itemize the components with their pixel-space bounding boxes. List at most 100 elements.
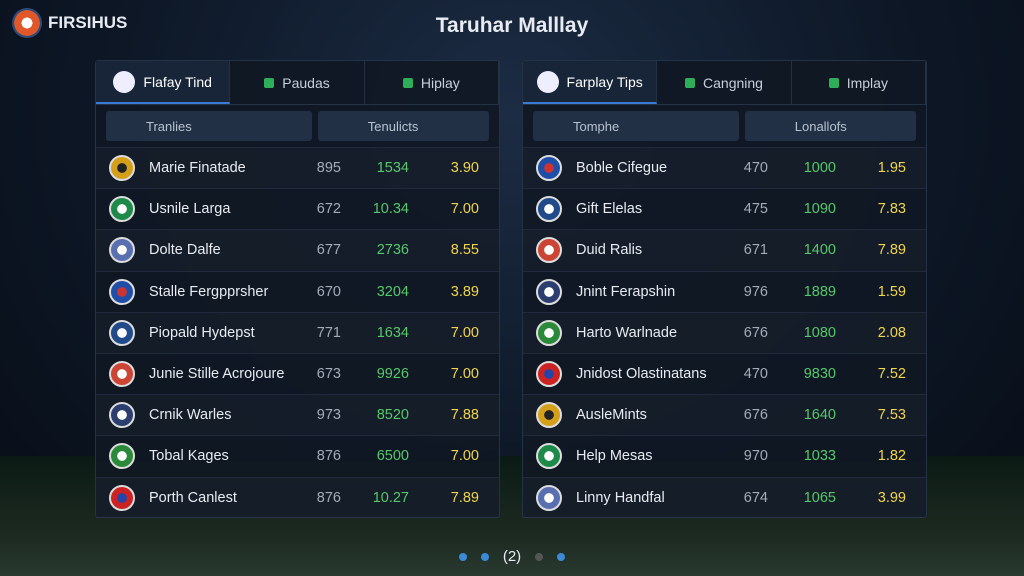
- team-name: AusleMints: [576, 407, 647, 424]
- filter-button[interactable]: Lonallofs: [744, 111, 916, 141]
- table-row[interactable]: Harto Warlnade 676 1080 2.08: [523, 311, 926, 353]
- table-row[interactable]: Marie Finatade 895 1534 3.90: [96, 147, 499, 188]
- odds-value[interactable]: 7.89: [450, 489, 479, 506]
- team-icon: [109, 237, 135, 264]
- panel: Flafay Tind Paudas Hiplay Tranlies Tenulicts…: [95, 60, 500, 518]
- tab-icon: [536, 70, 559, 93]
- search-box[interactable]: Tranlies: [106, 111, 312, 141]
- team-name: Jnint Ferapshin: [576, 283, 676, 300]
- odds-value[interactable]: 3.99: [877, 489, 906, 506]
- tab-icon: [113, 70, 136, 93]
- odds-value[interactable]: 7.00: [450, 366, 479, 383]
- table-row[interactable]: Crnik Warles 973 8520 7.88: [96, 394, 499, 435]
- page-dot[interactable]: [557, 552, 566, 561]
- table-row[interactable]: Jnidost Olastinatans 470 9830 7.52: [523, 352, 926, 394]
- team-icon: [109, 443, 135, 470]
- team-icon: [536, 278, 562, 305]
- tab-bar: Flafay Tind Paudas Hiplay: [96, 61, 499, 105]
- odds-value[interactable]: 7.88: [450, 407, 479, 424]
- odds-value[interactable]: 3.89: [450, 283, 479, 300]
- odds-value[interactable]: 1.95: [877, 160, 906, 177]
- odds-value[interactable]: 7.83: [877, 201, 906, 218]
- table-row[interactable]: Gift Elelas 475 1090 7.83: [523, 188, 926, 229]
- filter-button[interactable]: Tenulicts: [317, 111, 489, 141]
- stat-value: 973: [316, 407, 341, 424]
- team-icon: [536, 237, 562, 264]
- team-name: Duid Ralis: [576, 242, 643, 259]
- odds-value[interactable]: 1.82: [877, 448, 906, 465]
- tab[interactable]: Farplay Tips: [523, 61, 658, 104]
- table-row[interactable]: Stalle Fergpprsher 670 3204 3.89: [96, 270, 499, 312]
- odds-value[interactable]: 7.00: [450, 324, 479, 341]
- stat-value: 475: [743, 201, 768, 218]
- odds-value[interactable]: 3.90: [450, 160, 479, 177]
- team-name: Usnile Larga: [149, 201, 231, 218]
- tab[interactable]: Cangning: [657, 61, 792, 104]
- stat-value: 6500: [376, 448, 409, 465]
- stat-value: 671: [743, 242, 768, 259]
- table-row[interactable]: Duid Ralis 671 1400 7.89: [523, 229, 926, 270]
- odds-value[interactable]: 7.00: [450, 448, 479, 465]
- table-row[interactable]: Help Mesas 970 1033 1.82: [523, 435, 926, 476]
- stat-value: 771: [316, 324, 341, 341]
- table-row[interactable]: Dolte Dalfe 677 2736 8.55: [96, 229, 499, 270]
- team-icon: [109, 484, 135, 511]
- table-row[interactable]: Linny Handfal 674 1065 3.99: [523, 476, 926, 518]
- team-icon: [109, 196, 135, 223]
- odds-value[interactable]: 7.89: [877, 242, 906, 259]
- team-name: Porth Canlest: [149, 489, 237, 506]
- team-icon: [536, 319, 562, 346]
- team-icon: [109, 402, 135, 429]
- stat-value: 1640: [803, 407, 836, 424]
- odds-value[interactable]: 7.00: [450, 201, 479, 218]
- search-box[interactable]: Tomphe: [533, 111, 739, 141]
- team-name: Junie Stille Acrojoure: [149, 366, 285, 383]
- table-row[interactable]: Usnile Larga 672 10.34 7.00: [96, 188, 499, 229]
- logo[interactable]: FIRSIHUS: [12, 8, 127, 38]
- table-row[interactable]: Porth Canlest 876 10.27 7.89: [96, 476, 499, 518]
- odds-value[interactable]: 8.55: [450, 242, 479, 259]
- stat-value: 10.27: [372, 489, 409, 506]
- table-row[interactable]: AusleMints 676 1640 7.53: [523, 394, 926, 435]
- table-row[interactable]: Junie Stille Acrojoure 673 9926 7.00: [96, 352, 499, 394]
- page-dot[interactable]: [535, 552, 544, 561]
- table-row[interactable]: Jnint Ferapshin 976 1889 1.59: [523, 270, 926, 312]
- table-row[interactable]: Piopald Hydepst 771 1634 7.00: [96, 311, 499, 353]
- stat-value: 1000: [803, 160, 836, 177]
- stat-value: 676: [743, 407, 768, 424]
- tab-icon: [264, 77, 275, 88]
- tab[interactable]: Paudas: [230, 61, 365, 104]
- logo-icon: [12, 8, 42, 38]
- stat-value: 10.34: [372, 201, 409, 218]
- team-name: Tobal Kages: [149, 448, 229, 465]
- stat-value: 470: [743, 366, 768, 383]
- team-icon: [536, 443, 562, 470]
- team-name: Gift Elelas: [576, 201, 643, 218]
- stat-value: 674: [743, 489, 768, 506]
- tab-icon: [685, 77, 696, 88]
- stat-value: 1634: [376, 324, 409, 341]
- team-icon: [109, 319, 135, 346]
- odds-value[interactable]: 1.59: [877, 283, 906, 300]
- stat-value: 976: [743, 283, 768, 300]
- odds-value[interactable]: 7.53: [877, 407, 906, 424]
- team-icon: [536, 402, 562, 429]
- table-row[interactable]: Tobal Kages 876 6500 7.00: [96, 435, 499, 476]
- table-row[interactable]: Boble Cifegue 470 1000 1.95: [523, 147, 926, 188]
- stat-value: 673: [316, 366, 341, 383]
- stat-value: 677: [316, 242, 341, 259]
- page-dot[interactable]: [458, 552, 467, 561]
- odds-value[interactable]: 2.08: [877, 324, 906, 341]
- tab[interactable]: Flafay Tind: [96, 61, 231, 104]
- odds-value[interactable]: 7.52: [877, 366, 906, 383]
- stat-value: 1090: [803, 201, 836, 218]
- team-name: Help Mesas: [576, 448, 653, 465]
- tab[interactable]: Hiplay: [365, 61, 499, 104]
- tab[interactable]: Implay: [792, 61, 926, 104]
- page-dot[interactable]: [480, 552, 489, 561]
- tab-label: Farplay Tips: [566, 73, 643, 90]
- team-icon: [536, 361, 562, 388]
- team-name: Marie Finatade: [149, 160, 246, 177]
- stat-value: 895: [316, 160, 341, 177]
- team-icon: [536, 484, 562, 511]
